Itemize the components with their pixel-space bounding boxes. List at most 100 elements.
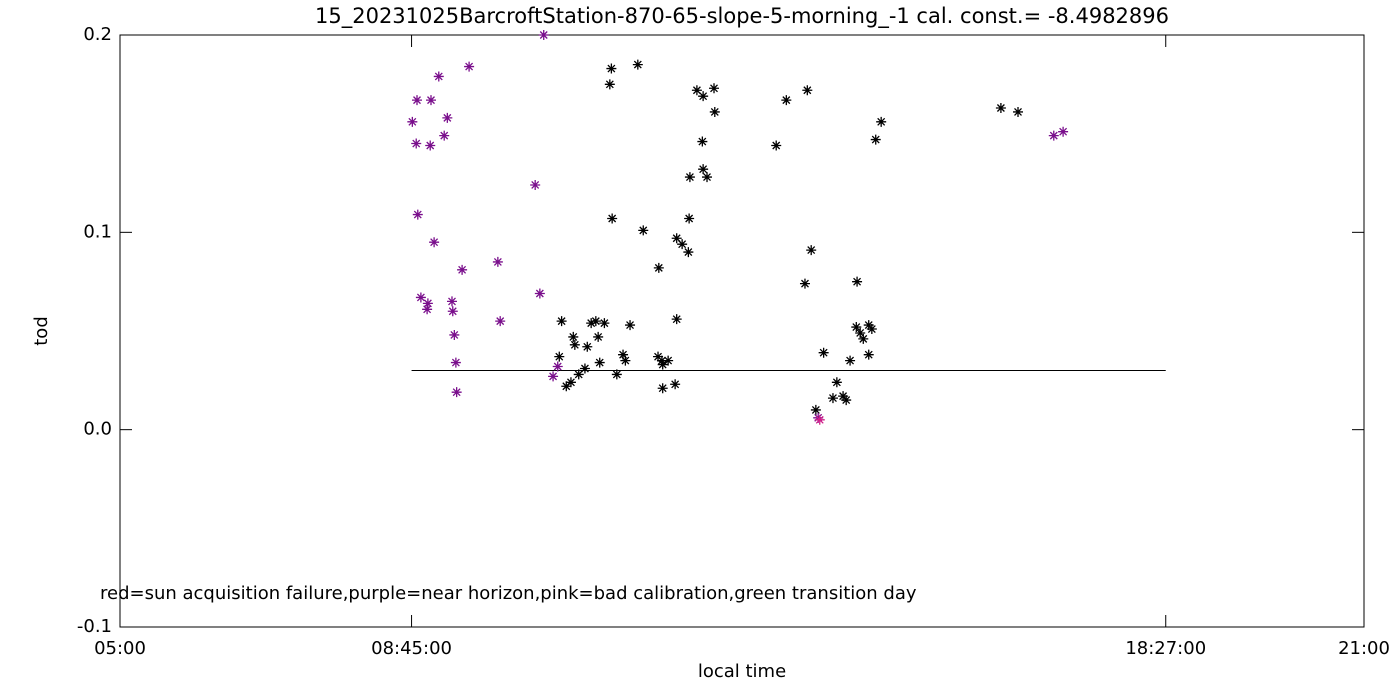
point [457,264,468,275]
annotation: red=sun acquisition failure,purple=near … [100,583,917,604]
point [841,395,852,406]
point [814,414,825,425]
point [442,112,453,123]
point [781,95,792,106]
point [594,357,605,368]
point [492,256,503,267]
point [702,172,713,183]
point [866,324,877,335]
point [573,369,584,380]
point [422,304,433,315]
point [632,59,643,70]
point [671,314,682,325]
point [771,140,782,151]
point [625,320,636,331]
x-tick-label: 21:00 [1338,638,1390,659]
x-tick-label: 05:00 [94,638,146,659]
point [407,116,418,127]
point [852,276,863,287]
y-tick-label: -0.1 [77,616,112,637]
point [451,387,462,398]
point [671,233,682,244]
point [446,296,457,307]
point [411,138,422,149]
point [464,61,475,72]
point [618,349,629,360]
x-tick-label: 18:27:00 [1125,638,1206,659]
point [1048,130,1059,141]
point [422,298,433,309]
point [810,404,821,415]
point [415,292,426,303]
point [709,106,720,117]
point [663,355,674,366]
point [831,377,842,388]
point [697,136,708,147]
point [556,316,567,327]
point [426,95,436,106]
point [657,359,668,370]
y-tick-label: 0.2 [83,24,112,45]
point [855,327,866,338]
point [425,140,436,151]
point [683,247,694,258]
point [620,355,631,366]
point [582,341,593,352]
point [450,357,461,368]
point [447,306,458,317]
point [538,30,549,40]
x-axis-label: local time [698,661,786,682]
point [818,347,829,358]
point [684,213,695,224]
point [870,134,881,145]
y-axis-label: tod [31,316,52,346]
chart-title: 15_20231025BarcroftStation-870-65-slope-… [315,4,1169,29]
point [851,322,862,333]
point [561,381,572,392]
point [593,331,604,342]
point [586,318,597,329]
point [599,318,610,329]
point [653,262,664,273]
point [611,369,622,380]
point [579,363,590,374]
point [806,245,817,256]
point [439,130,450,141]
point [638,225,649,236]
point [412,209,423,220]
point [653,351,664,362]
point [709,83,720,94]
point [802,85,813,96]
point [606,63,617,74]
point [691,85,702,96]
point [590,316,601,327]
point [827,393,838,404]
plot-frame [119,34,1365,628]
y-tick-label: 0.0 [83,419,112,440]
point [429,237,440,248]
point [552,361,563,372]
point [677,239,688,250]
y-tick-label: 0.1 [83,221,112,242]
x-tick-label: 08:45:00 [371,638,452,659]
point [548,371,559,382]
point [565,377,576,388]
point [656,355,667,366]
point [863,349,874,360]
point [495,316,506,327]
point [530,179,541,190]
point [863,320,874,331]
point [1058,126,1069,137]
point [554,351,565,362]
point [799,278,810,289]
point [604,79,615,90]
point [534,288,545,299]
point [449,329,460,340]
point [433,71,444,82]
point [698,164,709,175]
point [569,339,580,350]
point [876,116,887,127]
point [995,103,1006,114]
point [698,91,709,102]
